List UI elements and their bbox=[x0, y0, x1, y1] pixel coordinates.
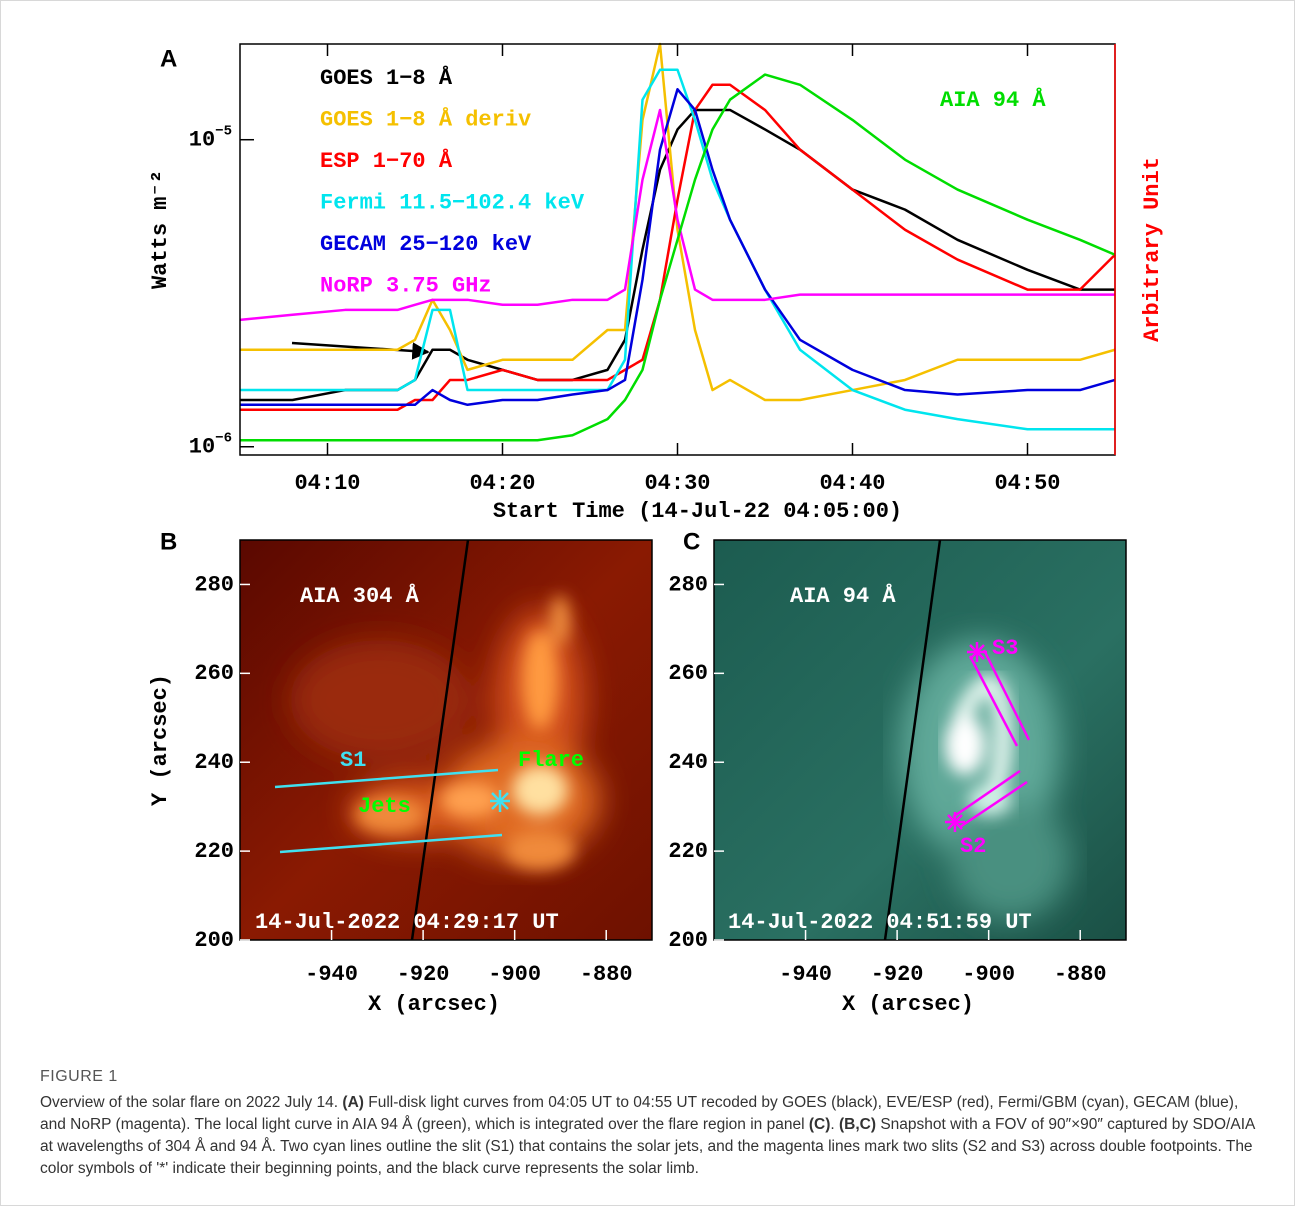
y-axis-label: Watts m⁻² bbox=[148, 170, 173, 289]
series-line bbox=[240, 88, 1116, 407]
x-tick-label: -880 bbox=[580, 962, 633, 987]
x-tick-label: -880 bbox=[1054, 962, 1107, 987]
y-tick-label: 10−5 bbox=[189, 123, 232, 152]
caption-bold: (C) bbox=[808, 1116, 831, 1133]
series-line bbox=[239, 108, 1115, 322]
y-tick-exponent: −5 bbox=[215, 123, 232, 139]
aia-94-image bbox=[714, 540, 1126, 940]
x-axis-label: X (arcsec) bbox=[368, 992, 500, 1017]
x-tick-label: -920 bbox=[871, 962, 924, 987]
arrow bbox=[291, 341, 430, 360]
caption-bold: (A) bbox=[342, 1094, 364, 1111]
y-tick-base: 10 bbox=[189, 128, 215, 153]
caption-run: . bbox=[830, 1116, 839, 1133]
x-tick-label: -920 bbox=[397, 962, 450, 987]
series-line bbox=[240, 73, 1116, 442]
legend-entry: ESP 1−70 Å bbox=[320, 148, 453, 174]
image-frame bbox=[239, 539, 653, 941]
legend-entry: AIA 94 Å bbox=[940, 87, 1046, 113]
annotation: S3 bbox=[992, 636, 1018, 661]
x-tick-label: -940 bbox=[305, 962, 358, 987]
aia-304-image bbox=[240, 540, 652, 940]
y-tick-label: 240 bbox=[668, 750, 708, 775]
x-tick-label: 04:10 bbox=[294, 471, 360, 496]
image-frame bbox=[713, 539, 1127, 941]
annotation: Jets bbox=[358, 794, 411, 819]
caption-run: Overview of the solar flare on 2022 July… bbox=[40, 1094, 343, 1111]
panel-label: B bbox=[160, 528, 177, 555]
y-tick-label: 280 bbox=[194, 572, 234, 597]
annotation: Flare bbox=[518, 748, 584, 773]
legend-entry: Fermi 11.5−102.4 keV bbox=[320, 190, 585, 215]
y-tick-label: 260 bbox=[194, 661, 234, 686]
y-tick-label: 10−6 bbox=[189, 430, 232, 459]
y-tick-label: 280 bbox=[668, 572, 708, 597]
legend-entry: NoRP 3.75 GHz bbox=[320, 273, 492, 298]
y-tick-label: 220 bbox=[668, 839, 708, 864]
x-tick-label: 04:30 bbox=[644, 471, 710, 496]
figure-label: FIGURE 1 bbox=[40, 1068, 118, 1085]
x-axis-label: Start Time (14-Jul-22 04:05:00) bbox=[493, 499, 902, 524]
y-tick-label: 240 bbox=[194, 750, 234, 775]
annotation: AIA 304 Å bbox=[300, 583, 420, 609]
x-tick-label: 04:40 bbox=[819, 471, 885, 496]
legend-entry: GOES 1−8 Å bbox=[320, 65, 453, 91]
y-tick-base: 10 bbox=[189, 435, 215, 460]
x-tick-label: -900 bbox=[962, 962, 1015, 987]
y-axis-label: Y (arcsec) bbox=[148, 674, 173, 806]
annotation: 14-Jul-2022 04:29:17 UT bbox=[255, 910, 559, 935]
annotation: 14-Jul-2022 04:51:59 UT bbox=[728, 910, 1032, 935]
series-line bbox=[240, 68, 1115, 431]
legend-entry: GECAM 25−120 keV bbox=[320, 232, 532, 257]
y-tick-label: 220 bbox=[194, 839, 234, 864]
x-tick-label: -940 bbox=[779, 962, 832, 987]
caption-text: Overview of the solar flare on 2022 July… bbox=[40, 1092, 1265, 1180]
y-tick-exponent: −6 bbox=[215, 430, 232, 446]
legend-entry: GOES 1−8 Å deriv bbox=[320, 106, 531, 132]
caption-bold: (B,C) bbox=[839, 1116, 877, 1133]
x-axis-label: X (arcsec) bbox=[842, 992, 974, 1017]
caption-run: Full-disk light curves from 04:05 UT to … bbox=[40, 1094, 1239, 1133]
y2-axis-label: Arbitrary Unit bbox=[1140, 157, 1165, 342]
y-tick-label: 200 bbox=[668, 928, 708, 953]
caption-run: Snapshot with a FOV of 90″×90″ captured … bbox=[40, 1116, 1255, 1177]
series-line bbox=[240, 108, 1115, 402]
x-tick-label: 04:20 bbox=[469, 471, 535, 496]
x-tick-label: 04:50 bbox=[994, 471, 1060, 496]
y-tick-label: 200 bbox=[194, 928, 234, 953]
x-tick-label: -900 bbox=[488, 962, 541, 987]
annotation: AIA 94 Å bbox=[790, 583, 896, 609]
panel-label: C bbox=[683, 528, 700, 555]
caption: FIGURE 1 Overview of the solar flare on … bbox=[40, 1068, 1265, 1180]
panel-label: A bbox=[160, 45, 177, 72]
annotation: S1 bbox=[340, 748, 366, 773]
annotation: S2 bbox=[960, 834, 986, 859]
y-tick-label: 260 bbox=[668, 661, 708, 686]
